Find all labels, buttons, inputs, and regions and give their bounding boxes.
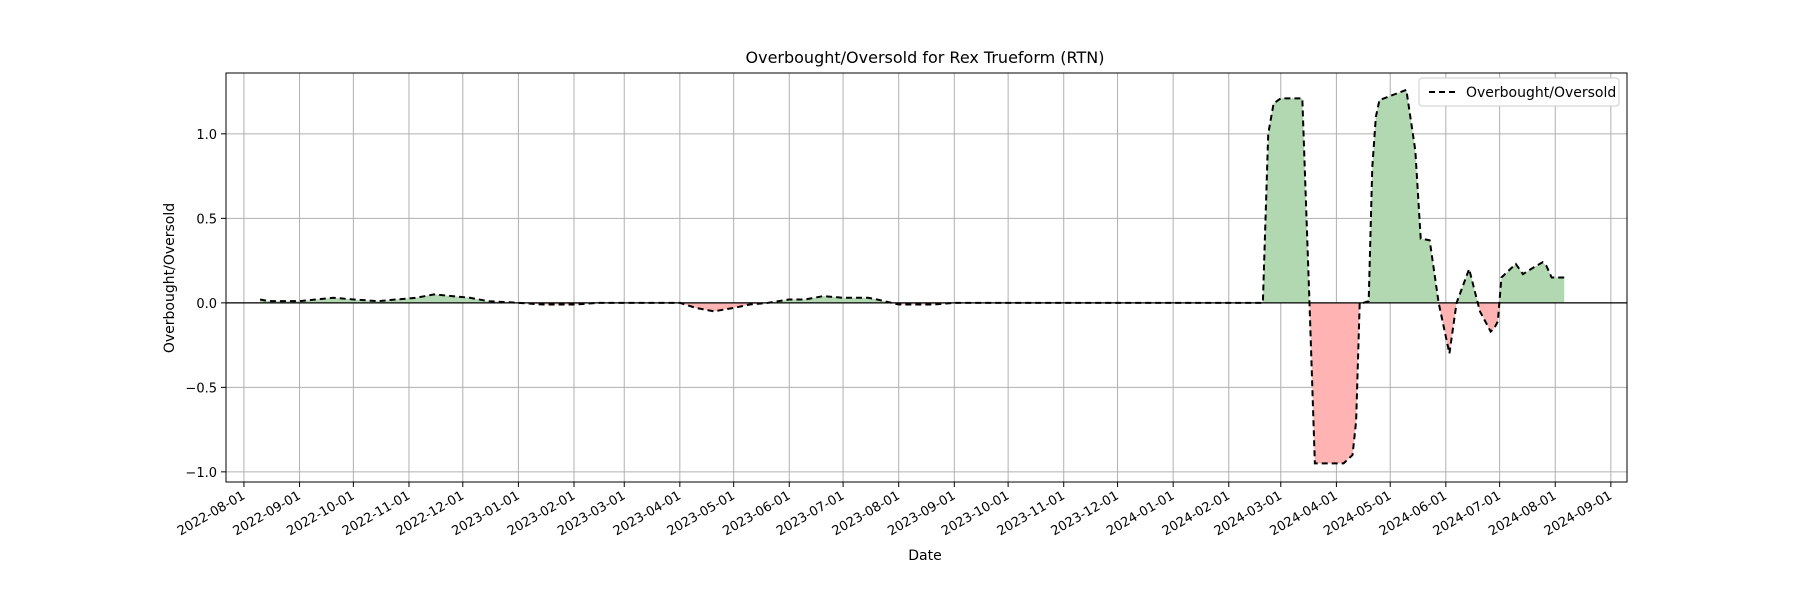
- oversold-fill-area: [1478, 303, 1500, 332]
- chart-title: Overbought/Oversold for Rex Trueform (RT…: [746, 48, 1105, 67]
- series-line: [260, 90, 1564, 464]
- x-axis-label: Date: [908, 548, 941, 564]
- legend: Overbought/Oversold: [1419, 78, 1619, 106]
- overbought-fill-area: [954, 98, 1309, 303]
- y-tick-label: 0.0: [196, 297, 217, 312]
- oversold-fill-area: [1309, 303, 1363, 464]
- x-ticks-layer: 2022-08-012022-09-012022-10-012022-11-01…: [175, 482, 1615, 539]
- legend-label: Overbought/Oversold: [1466, 85, 1616, 101]
- y-ticks-layer: −1.0 −0.5 0.0 0.5 1.0: [185, 128, 226, 481]
- y-axis-label: Overbought/Oversold: [162, 203, 178, 353]
- y-tick-label: 0.5: [196, 212, 217, 227]
- oversold-fill-area: [518, 303, 767, 311]
- y-tick-label: −1.0: [185, 466, 217, 481]
- y-tick-label: −0.5: [185, 381, 217, 396]
- y-tick-label: 1.0: [196, 128, 217, 143]
